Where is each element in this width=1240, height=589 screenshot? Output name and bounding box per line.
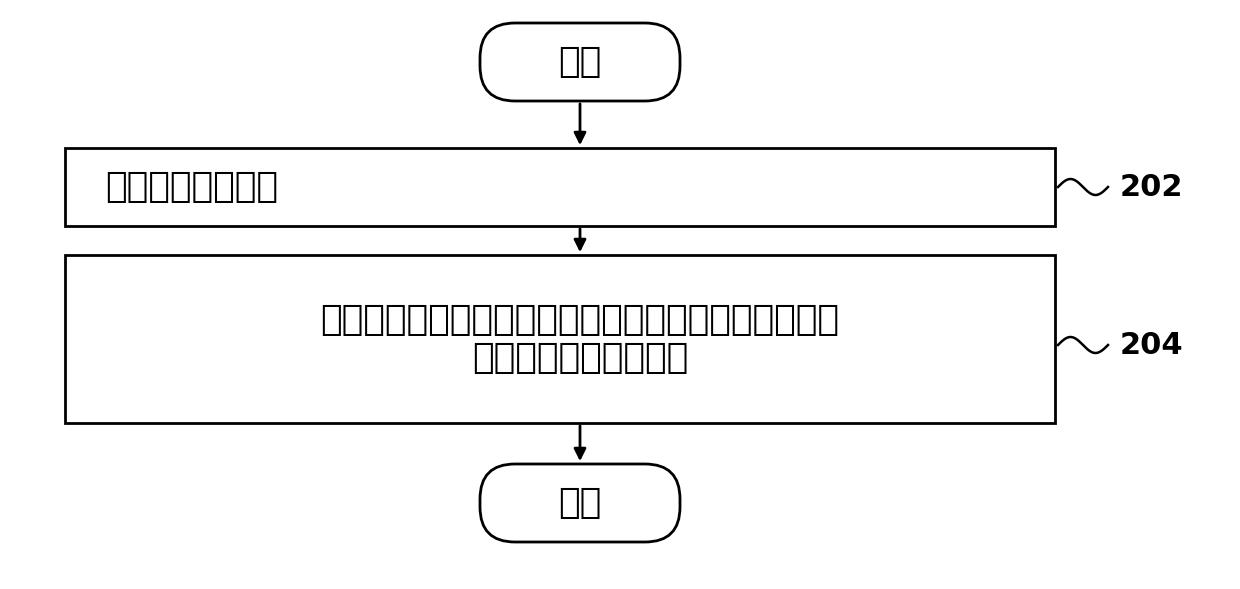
Text: 结果控制继电器的通断: 结果控制继电器的通断 — [472, 341, 688, 375]
Text: 202: 202 — [1120, 173, 1183, 201]
Text: 开始: 开始 — [558, 45, 601, 79]
Bar — [64, 148, 1055, 226]
FancyBboxPatch shape — [480, 23, 680, 101]
FancyBboxPatch shape — [480, 464, 680, 542]
Text: 检测直流母线电压: 检测直流母线电压 — [105, 170, 278, 204]
Text: 204: 204 — [1120, 330, 1184, 359]
Text: 将直流母线电压与预设电压阈值进行比较，并根据比较: 将直流母线电压与预设电压阈值进行比较，并根据比较 — [320, 303, 839, 337]
Text: 结束: 结束 — [558, 486, 601, 520]
Bar — [64, 255, 1055, 423]
